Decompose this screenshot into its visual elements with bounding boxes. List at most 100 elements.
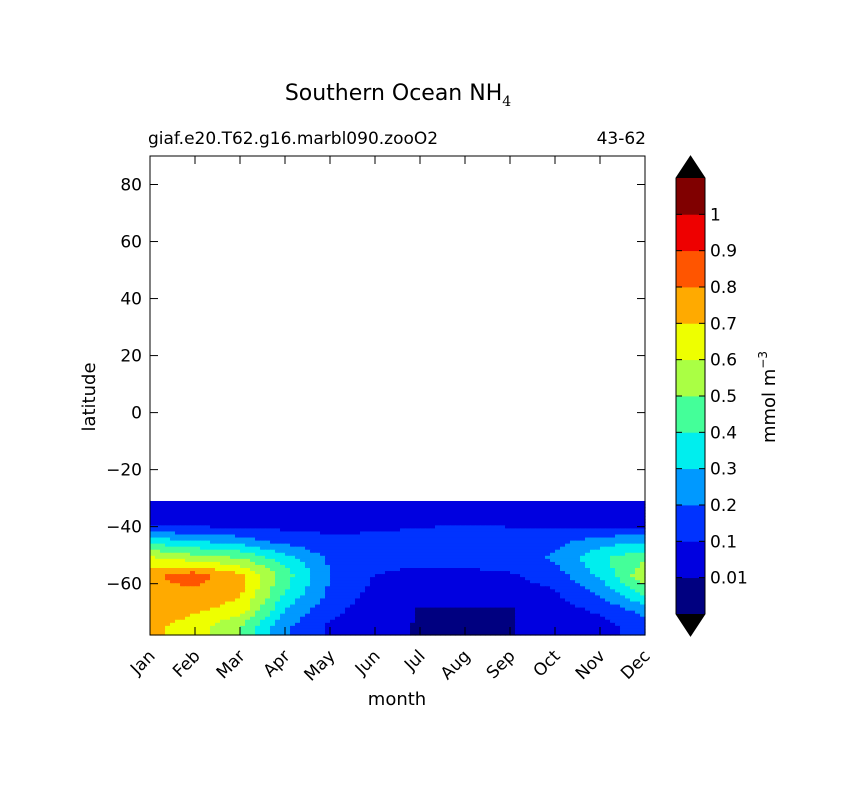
- contour-cell: [160, 583, 166, 587]
- contour-cell: [495, 540, 501, 545]
- contour-cell: [610, 607, 616, 612]
- contour-cell: [505, 622, 511, 627]
- contour-cell: [200, 564, 206, 569]
- contour-cell: [625, 519, 631, 523]
- contour-cell: [605, 516, 611, 520]
- contour-cell: [420, 616, 426, 621]
- contour-cell: [620, 537, 626, 542]
- contour-cell: [320, 546, 326, 551]
- contour-cell: [475, 552, 481, 557]
- contour-cell: [495, 516, 501, 520]
- contour-cell: [220, 504, 226, 508]
- contour-cell: [530, 525, 536, 530]
- contour-cell: [295, 534, 301, 539]
- contour-cell: [350, 631, 356, 636]
- contour-cell: [330, 513, 336, 517]
- contour-cell: [525, 592, 531, 597]
- contour-cell: [175, 558, 181, 563]
- contour-cell: [605, 586, 611, 590]
- contour-cell: [200, 583, 206, 587]
- contour-cell: [630, 564, 636, 569]
- contour-cell: [485, 580, 491, 584]
- colorbar-label: mmol m−3: [756, 351, 780, 443]
- contour-cell: [240, 568, 246, 572]
- contour-cell: [355, 589, 361, 593]
- contour-cell: [535, 519, 541, 523]
- contour-cell: [415, 613, 421, 618]
- contour-cell: [405, 546, 411, 551]
- contour-cell: [160, 604, 166, 609]
- contour-cell: [370, 589, 376, 593]
- contour-cell: [275, 510, 281, 514]
- contour-cell: [340, 601, 346, 606]
- contour-cell: [195, 537, 201, 542]
- contour-cell: [575, 552, 581, 557]
- contour-cell: [615, 500, 621, 505]
- contour-cell: [570, 595, 576, 600]
- contour-cell: [485, 549, 491, 554]
- contour-cell: [230, 537, 236, 542]
- contour-cell: [535, 613, 541, 618]
- contour-cell: [175, 507, 181, 511]
- contour-cell: [600, 537, 606, 542]
- contour-cell: [565, 519, 571, 523]
- contour-cell: [230, 531, 236, 536]
- contour-cell: [565, 583, 571, 587]
- contour-cell: [550, 580, 556, 584]
- contour-cell: [500, 589, 506, 593]
- contour-cell: [405, 543, 411, 548]
- contour-cell: [580, 516, 586, 520]
- contour-cell: [320, 595, 326, 600]
- contour-cell: [205, 531, 211, 536]
- contour-cell: [360, 516, 366, 520]
- contour-cell: [425, 525, 431, 530]
- contour-cell: [580, 546, 586, 551]
- contour-cell: [525, 628, 531, 633]
- contour-cell: [265, 598, 271, 603]
- contour-cell: [295, 561, 301, 566]
- contour-cell: [200, 537, 206, 542]
- contour-cell: [315, 568, 321, 572]
- contour-cell: [465, 613, 471, 618]
- contour-cell: [160, 537, 166, 542]
- contour-cell: [510, 628, 516, 633]
- contour-cell: [305, 583, 311, 587]
- contour-cell: [200, 613, 206, 618]
- contour-cell: [515, 628, 521, 633]
- contour-cell: [590, 507, 596, 511]
- contour-cell: [470, 555, 476, 560]
- contour-cell: [630, 625, 636, 630]
- contour-cell: [550, 537, 556, 542]
- contour-cell: [485, 552, 491, 557]
- contour-cell: [170, 598, 176, 603]
- contour-cell: [345, 516, 351, 520]
- contour-cell: [290, 610, 296, 615]
- contour-cell: [520, 552, 526, 557]
- contour-cell: [575, 504, 581, 508]
- contour-cell: [405, 510, 411, 514]
- contour-cell: [390, 586, 396, 590]
- contour-cell: [405, 513, 411, 517]
- contour-cell: [445, 513, 451, 517]
- contour-cell: [335, 534, 341, 539]
- contour-cell: [370, 546, 376, 551]
- contour-cell: [455, 613, 461, 618]
- contour-cell: [235, 504, 241, 508]
- contour-cell: [295, 586, 301, 590]
- contour-cell: [195, 583, 201, 587]
- contour-cell: [265, 507, 271, 511]
- contour-cell: [295, 583, 301, 587]
- contour-cell: [315, 522, 321, 526]
- contour-cell: [400, 625, 406, 630]
- contour-cell: [550, 507, 556, 511]
- contour-cell: [590, 504, 596, 508]
- contour-cell: [630, 592, 636, 597]
- contour-cell: [610, 513, 616, 517]
- contour-cell: [300, 571, 306, 575]
- contour-cell: [235, 546, 241, 551]
- contour-cell: [280, 613, 286, 618]
- contour-cell: [190, 580, 196, 584]
- contour-cell: [250, 568, 256, 572]
- contour-cell: [395, 625, 401, 630]
- contour-cell: [220, 568, 226, 572]
